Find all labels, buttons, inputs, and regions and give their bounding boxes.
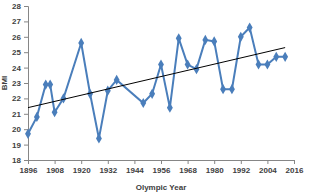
tick: 2016 <box>286 160 304 175</box>
tick-label: 24 <box>12 64 21 73</box>
tick: 2004 <box>259 160 277 175</box>
tick: 1920 <box>73 160 91 175</box>
marker <box>176 33 182 43</box>
tick-label: 1992 <box>232 166 250 175</box>
tick-label: 1920 <box>73 166 91 175</box>
marker <box>247 22 253 32</box>
marker <box>158 59 164 69</box>
tick-mark <box>294 160 295 164</box>
tick-label: 19 <box>12 141 21 150</box>
tick-label: 18 <box>12 156 21 165</box>
tick-mark <box>24 6 28 7</box>
tick: 27 <box>12 17 28 26</box>
marker <box>25 129 31 139</box>
marker <box>256 59 262 69</box>
marker <box>52 107 58 117</box>
marker <box>47 79 53 89</box>
marker <box>140 98 146 108</box>
tick: 1932 <box>99 160 117 175</box>
tick-label: 21 <box>12 110 21 119</box>
tick: 19 <box>12 141 28 150</box>
tick-label: 1932 <box>99 166 117 175</box>
marker <box>229 84 235 94</box>
tick-mark <box>24 52 28 53</box>
marker <box>220 84 226 94</box>
tick-mark <box>108 160 109 164</box>
series-line <box>28 28 285 139</box>
marker <box>264 59 270 69</box>
tick-mark <box>24 21 28 22</box>
tick-label: 25 <box>12 48 21 57</box>
tick-label: 20 <box>12 125 21 134</box>
tick-label: 1896 <box>20 166 38 175</box>
tick: 28 <box>12 2 28 11</box>
marker <box>282 52 288 62</box>
x-axis: 1896 1908 1920 1932 1944 1956 1968 1980 1992 2004… <box>20 160 304 175</box>
tick: 1992 <box>232 160 250 175</box>
tick: 26 <box>12 33 28 42</box>
tick-mark <box>134 160 135 164</box>
tick: 23 <box>12 79 28 88</box>
tick-label: 28 <box>12 2 21 11</box>
tick: 21 <box>12 110 28 119</box>
chart: 1896190819201932194419561968198019922004… <box>0 0 310 194</box>
marker <box>238 32 244 42</box>
tick: 1956 <box>153 160 171 175</box>
tick-mark <box>267 160 268 164</box>
axis-line <box>29 161 295 165</box>
marker <box>114 75 120 85</box>
y-axis: 18 19 20 21 22 23 24 25 26 27 28 <box>12 2 28 165</box>
tick-mark <box>24 145 28 146</box>
tick: 1980 <box>206 160 224 175</box>
marker <box>78 38 84 48</box>
marker <box>211 36 217 46</box>
tick-label: 22 <box>12 94 21 103</box>
tick: 18 <box>12 156 28 165</box>
tick: 24 <box>12 64 28 73</box>
tick-mark <box>81 160 82 164</box>
tick-mark <box>24 160 28 161</box>
tick: 1968 <box>179 160 197 175</box>
tick-label: 1956 <box>153 166 171 175</box>
plot: 1896190819201932194419561968198019922004… <box>12 2 304 175</box>
tick-label: 1968 <box>179 166 197 175</box>
tick-mark <box>24 37 28 38</box>
tick-label: 2004 <box>259 166 277 175</box>
marker <box>34 112 40 122</box>
series-line <box>28 48 285 108</box>
tick: 1908 <box>46 160 64 175</box>
tick-mark <box>188 160 189 164</box>
tick-label: 26 <box>12 33 21 42</box>
tick: 1944 <box>126 160 144 175</box>
marker <box>96 133 102 143</box>
marker <box>105 86 111 96</box>
tick-mark <box>24 68 28 69</box>
marker <box>149 89 155 99</box>
tick: 25 <box>12 48 28 57</box>
tick-mark <box>214 160 215 164</box>
tick-label: 23 <box>12 79 21 88</box>
y-axis-title: BMI <box>0 76 9 91</box>
tick-label: 27 <box>12 17 21 26</box>
marker <box>167 103 173 113</box>
tick-mark <box>161 160 162 164</box>
tick-label: 1908 <box>46 166 64 175</box>
marker <box>273 52 279 62</box>
tick-mark <box>241 160 242 164</box>
tick-mark <box>24 98 28 99</box>
x-axis-title: Olympic Year <box>136 183 187 192</box>
marker <box>185 59 191 69</box>
tick: 1896 <box>20 160 38 175</box>
tick-label: 2016 <box>286 166 304 175</box>
tick: 22 <box>12 94 28 103</box>
tick-mark <box>24 114 28 115</box>
tick-label: 1980 <box>206 166 224 175</box>
tick-label: 1944 <box>126 166 144 175</box>
tick-mark <box>55 160 56 164</box>
marks <box>25 22 288 143</box>
marker <box>202 35 208 45</box>
tick-mark <box>24 83 28 84</box>
